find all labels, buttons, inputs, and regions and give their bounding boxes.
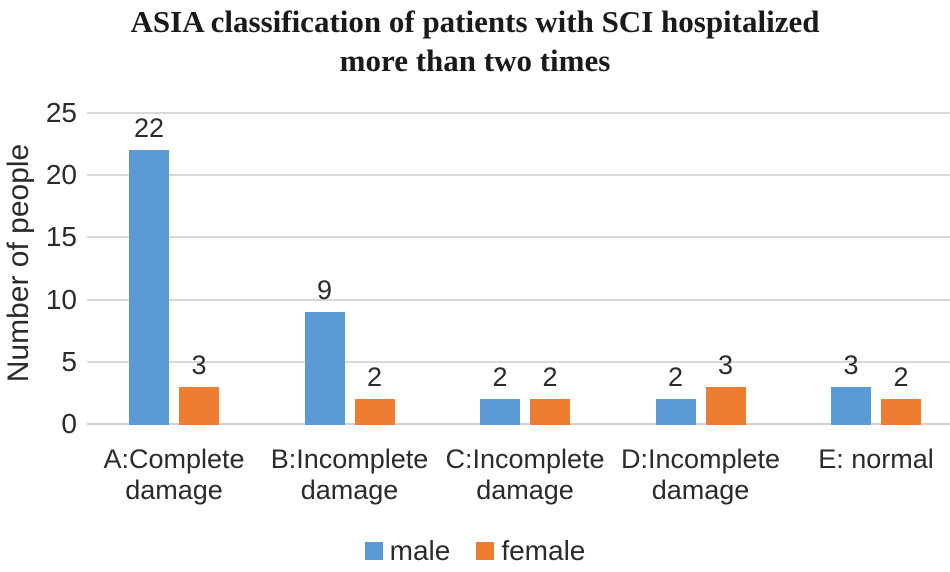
legend-swatch-female (476, 542, 495, 560)
gridline-20 (87, 174, 950, 177)
legend-item-male: male (364, 535, 451, 566)
bar-female-1 (179, 386, 219, 425)
gridline-10 (87, 298, 950, 301)
bar-value-label-female-2: 2 (366, 362, 383, 393)
legend-label-female: female (501, 535, 586, 566)
gridline-5 (87, 360, 950, 363)
legend-swatch-male (364, 542, 383, 560)
x-category-label-2: B:Incomplete damage (270, 444, 429, 505)
y-tick-label-15: 15 (45, 221, 77, 253)
bar-male-2 (304, 312, 345, 425)
bar-value-label-male-5: 3 (843, 349, 859, 380)
x-category-label-4: D:Incomplete damage (620, 444, 781, 505)
bar-value-label-female-5: 2 (893, 362, 909, 393)
chart-title-line2: more than two times (339, 43, 611, 78)
y-tick-label-10: 10 (45, 283, 77, 315)
legend: male female (0, 536, 950, 566)
bar-female-4 (705, 386, 746, 425)
bar-female-5 (881, 399, 921, 425)
bar-male-3 (480, 399, 520, 425)
y-tick-label-5: 5 (61, 345, 77, 377)
bar-female-2 (354, 399, 395, 425)
bar-value-label-male-4: 2 (667, 362, 684, 393)
x-category-label-1: A:Complete damage (103, 444, 245, 505)
legend-item-female: female (476, 536, 585, 566)
y-tick-label-0: 0 (61, 408, 77, 439)
gridline-15 (87, 236, 950, 239)
bar-male-4 (655, 399, 696, 425)
gridline-25 (87, 112, 950, 114)
legend-label-male: male (389, 535, 451, 566)
chart-title: ASIA classification of patients with SCI… (0, 2, 950, 80)
bar-value-label-female-4: 3 (717, 349, 734, 380)
bar-value-label-female-1: 3 (191, 349, 207, 380)
bar-value-label-male-3: 2 (492, 362, 508, 393)
bar-male-5 (831, 386, 871, 425)
x-category-label-3: C:Incomplete damage (445, 444, 605, 505)
bar-female-3 (530, 399, 570, 425)
x-category-label-5: E: normal (818, 444, 934, 474)
bar-male-1 (129, 150, 169, 425)
bar-value-label-male-2: 9 (316, 275, 333, 306)
bar-value-label-female-3: 2 (542, 362, 558, 393)
chart-title-line1: ASIA classification of patients with SCI… (130, 4, 820, 39)
bar-value-label-male-1: 22 (133, 113, 165, 144)
y-tick-label-25: 25 (45, 97, 77, 128)
y-tick-label-20: 20 (45, 159, 77, 191)
